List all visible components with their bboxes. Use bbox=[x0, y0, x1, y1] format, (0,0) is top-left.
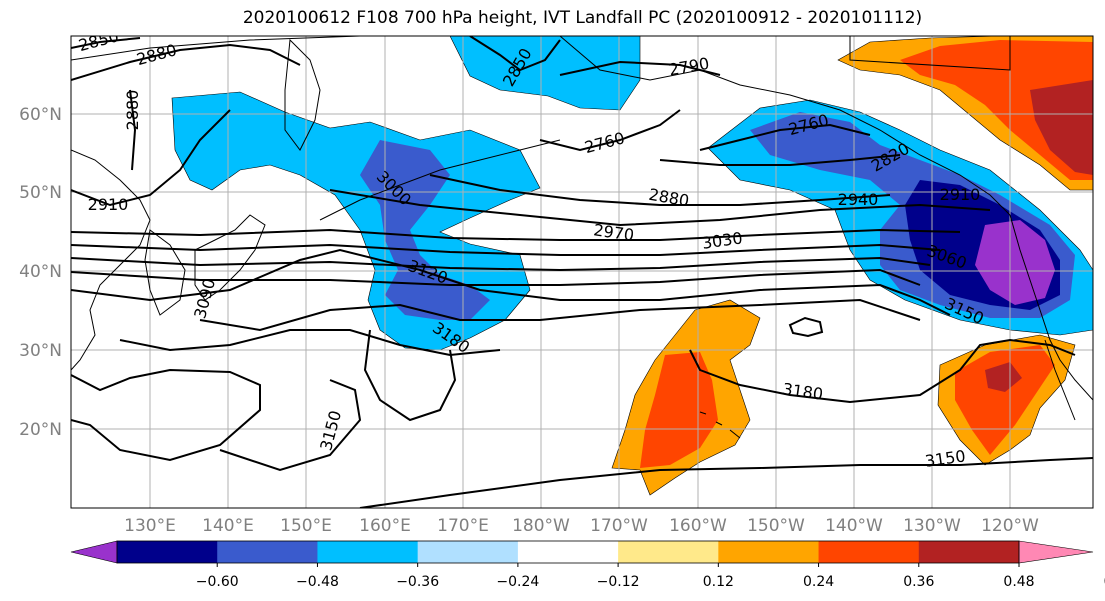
contour-2940 bbox=[329, 189, 991, 227]
colorbar-tick-label: 0.48 bbox=[1003, 574, 1034, 590]
contour-2760-b bbox=[699, 123, 871, 151]
colorbar-segment bbox=[417, 541, 519, 563]
colorbar-tick-label: 0.24 bbox=[803, 574, 834, 590]
lon-label: 130°W bbox=[903, 516, 961, 536]
contour-3150-curve bbox=[219, 379, 362, 472]
contour-3150-south bbox=[359, 457, 1093, 508]
colorbar-tick-label: 0.12 bbox=[703, 574, 734, 590]
contour-3000 bbox=[71, 243, 941, 256]
colorbar-tick-label: −0.12 bbox=[597, 574, 640, 590]
coast-hawaii bbox=[699, 411, 741, 439]
lat-label: 40°N bbox=[19, 262, 62, 282]
colorbar-segment bbox=[618, 541, 719, 563]
latitude-labels: 60°N 50°N 40°N 30°N 20°N bbox=[19, 105, 62, 440]
contour-3060 bbox=[71, 268, 921, 286]
coast-baja bbox=[1044, 339, 1076, 421]
contour-3150-a bbox=[71, 368, 261, 462]
contour-3180-a bbox=[363, 329, 457, 422]
pos-region-baja-mid bbox=[955, 345, 1055, 455]
contour-2880-nw bbox=[71, 43, 301, 81]
contour-3150-ring bbox=[119, 329, 501, 357]
lon-label: 130°E bbox=[124, 516, 176, 536]
lon-label: 140°E bbox=[202, 516, 254, 536]
lon-label: 170°W bbox=[590, 516, 648, 536]
contour-label: 2880 bbox=[123, 90, 142, 131]
lon-label: 120°W bbox=[981, 516, 1039, 536]
colorbar-segment bbox=[918, 541, 1020, 563]
ivt-negative-shading bbox=[171, 36, 1093, 351]
contour-2790 bbox=[559, 60, 721, 76]
coast-na-west bbox=[1009, 214, 1093, 401]
contour-2760-a bbox=[539, 109, 681, 152]
colorbar-tick-label: −0.36 bbox=[396, 574, 439, 590]
contour-2970 bbox=[71, 228, 961, 241]
contour-2880-west bbox=[129, 89, 137, 171]
lat-label: 50°N bbox=[19, 183, 62, 203]
colorbar-segment bbox=[217, 541, 318, 563]
contour-2820 bbox=[659, 154, 901, 166]
coast-aleutians bbox=[319, 139, 561, 221]
height-contours bbox=[71, 36, 1093, 508]
colorbar-tick-label: −0.60 bbox=[196, 574, 239, 590]
lon-label: 140°W bbox=[825, 516, 883, 536]
colorbar-tick-label: 0.36 bbox=[903, 574, 934, 590]
contour-label: 2940 bbox=[838, 190, 879, 209]
colorbar: −0.60 −0.48 −0.36 −0.24 −0.12 0.12 0.24 0.36 0.4… bbox=[70, 540, 1105, 590]
lon-label: 160°E bbox=[359, 516, 411, 536]
colorbar-segment bbox=[818, 541, 920, 563]
lon-label: 160°W bbox=[669, 516, 727, 536]
lon-label: 170°E bbox=[437, 516, 489, 536]
contour-2880 bbox=[429, 174, 891, 206]
coast-asia bbox=[71, 149, 151, 371]
neg-region-mid-west bbox=[360, 140, 490, 320]
lat-label: 60°N bbox=[19, 105, 62, 125]
contour-3090 bbox=[71, 248, 951, 316]
ivt-positive-shading bbox=[611, 36, 1093, 496]
contour-3120 bbox=[199, 298, 921, 332]
pos-region-canada-mid bbox=[900, 40, 1093, 180]
contour-2850-bering bbox=[469, 36, 561, 72]
colorbar-tick-label: −0.48 bbox=[296, 574, 339, 590]
coast-siberia bbox=[71, 36, 361, 61]
contour-label: 2910 bbox=[88, 195, 129, 214]
lat-label: 20°N bbox=[19, 420, 62, 440]
contour-3030 bbox=[71, 256, 931, 272]
contour-2910-west bbox=[71, 109, 231, 207]
colorbar-outline bbox=[116, 540, 1020, 564]
coast-kamchatka bbox=[284, 38, 321, 151]
pos-region-canada-dark bbox=[1030, 80, 1093, 175]
colorbar-segment bbox=[317, 541, 419, 563]
map-frame bbox=[70, 35, 1094, 509]
colorbar-tick-label: −0.24 bbox=[496, 574, 539, 590]
map-title: 2020100612 F108 700 hPa height, IVT Land… bbox=[242, 8, 923, 28]
colorbar-tick-label: 0.60 bbox=[1104, 574, 1105, 590]
longitude-labels: 130°E 140°E 150°E 160°E 170°E 180°W 170°W 160°W… bbox=[124, 516, 1039, 536]
colorbar-extend-high bbox=[1018, 540, 1094, 564]
coastlines bbox=[71, 36, 1093, 439]
contour-label: 2910 bbox=[940, 185, 981, 204]
colorbar-segment bbox=[718, 541, 820, 563]
colorbar-segment bbox=[117, 541, 218, 563]
coast-alaska bbox=[559, 36, 1011, 216]
lon-label: 150°W bbox=[747, 516, 805, 536]
contour-closed-low bbox=[788, 316, 824, 338]
neg-region-extreme bbox=[975, 220, 1055, 305]
contour-2850-nw bbox=[71, 37, 141, 49]
lon-label: 180°W bbox=[512, 516, 570, 536]
colorbar-extend-low bbox=[70, 540, 118, 564]
contour-3180-b bbox=[689, 338, 1076, 404]
pos-region-baja-dark bbox=[985, 362, 1022, 392]
lat-label: 30°N bbox=[19, 341, 62, 361]
lon-label: 150°E bbox=[280, 516, 332, 536]
coast-canada-border bbox=[849, 36, 1011, 71]
map-gridlines bbox=[71, 36, 1093, 508]
colorbar-segment bbox=[517, 541, 619, 563]
